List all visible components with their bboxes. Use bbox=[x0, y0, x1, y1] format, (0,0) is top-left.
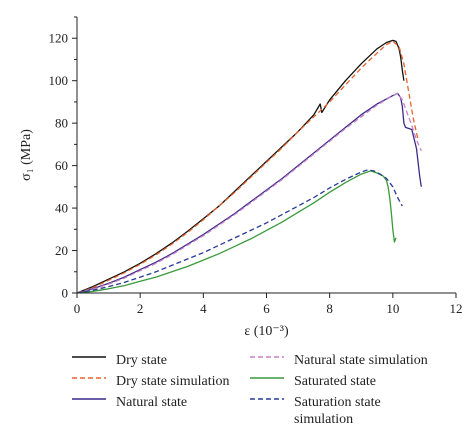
legend-swatch bbox=[72, 356, 106, 358]
legend-label: Natural state simulation bbox=[294, 353, 428, 368]
series-line bbox=[76, 92, 422, 294]
legend-label: Saturated state bbox=[294, 374, 377, 389]
legend-item: Dry state bbox=[72, 352, 167, 372]
y-tick-label: 40 bbox=[55, 201, 68, 216]
legend-label: Dry state simulation bbox=[116, 374, 230, 389]
series-line bbox=[76, 39, 405, 294]
x-tick-label: 2 bbox=[137, 301, 144, 316]
x-tick-label: 10 bbox=[386, 301, 399, 316]
legend-label: Saturation state simulation bbox=[294, 395, 381, 427]
legend-item: Saturated state bbox=[250, 373, 376, 393]
series-line bbox=[76, 169, 403, 294]
x-tick-label: 4 bbox=[200, 301, 207, 316]
legend-label: Dry state bbox=[116, 353, 167, 368]
x-tick-label: 8 bbox=[326, 301, 333, 316]
plot-area bbox=[76, 39, 422, 294]
series-line bbox=[76, 40, 419, 294]
legend-item: Saturation state simulation bbox=[250, 394, 434, 427]
x-tick-label: 12 bbox=[450, 301, 463, 316]
series-line bbox=[76, 92, 422, 294]
legend-label: Natural state bbox=[116, 395, 188, 410]
legend-swatch bbox=[72, 398, 106, 400]
x-tick-label: 0 bbox=[74, 301, 81, 316]
legend-swatch bbox=[250, 398, 284, 400]
y-tick-label: 80 bbox=[55, 116, 68, 131]
legend-item: Natural state simulation bbox=[250, 352, 428, 372]
y-tick-label: 60 bbox=[55, 158, 68, 173]
legend-swatch bbox=[72, 377, 106, 379]
x-axis-label: ε (10⁻³) bbox=[244, 324, 289, 339]
y-tick-label: 20 bbox=[55, 243, 68, 258]
x-tick-label: 6 bbox=[263, 301, 270, 316]
y-axis-label: σ₁ (MPa) bbox=[19, 129, 34, 181]
legend-item: Natural state bbox=[72, 394, 187, 414]
y-tick-label: 100 bbox=[49, 73, 69, 88]
y-tick-label: 120 bbox=[49, 31, 69, 46]
legend: Dry state Natural state simulation Dry s… bbox=[72, 348, 472, 428]
legend-swatch bbox=[250, 356, 284, 358]
legend-item: Dry state simulation bbox=[72, 373, 230, 393]
series-line bbox=[76, 170, 397, 294]
legend-swatch bbox=[250, 377, 284, 379]
y-tick-label: 0 bbox=[62, 286, 69, 301]
